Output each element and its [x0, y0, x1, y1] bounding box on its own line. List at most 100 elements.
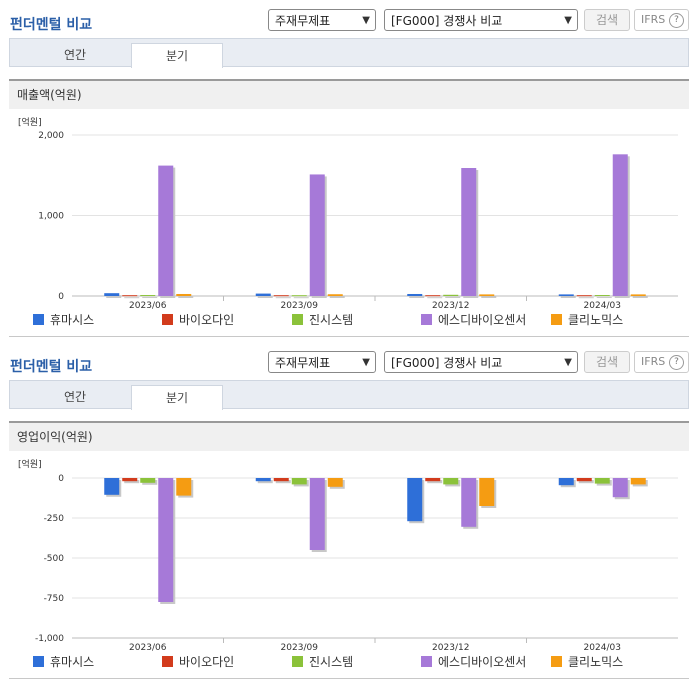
- y-tick-label: -500: [44, 554, 65, 564]
- divider: [9, 336, 689, 337]
- ifrs-button[interactable]: IFRS ?: [634, 351, 689, 373]
- bar-shadow: [578, 480, 594, 484]
- legend-item[interactable]: 클리노믹스: [551, 655, 623, 671]
- bar[interactable]: [479, 294, 495, 296]
- bar-shadow: [481, 296, 497, 298]
- unit-label: [억원]: [18, 116, 42, 128]
- legend-item[interactable]: 진시스템: [292, 313, 353, 329]
- bar[interactable]: [122, 478, 138, 482]
- bar[interactable]: [612, 154, 628, 296]
- bar-shadow: [178, 295, 194, 298]
- bar[interactable]: [630, 478, 646, 485]
- bar[interactable]: [158, 478, 174, 602]
- bar[interactable]: [158, 165, 174, 296]
- bar[interactable]: [479, 478, 495, 506]
- bar[interactable]: [255, 293, 271, 296]
- legend-item[interactable]: 휴마시스: [33, 655, 94, 671]
- bar-shadow: [560, 296, 576, 298]
- bar[interactable]: [140, 295, 156, 297]
- chevron-down-icon: ▼: [362, 357, 370, 368]
- bar[interactable]: [630, 294, 646, 296]
- bar[interactable]: [309, 478, 325, 550]
- bar[interactable]: [576, 478, 592, 482]
- bar[interactable]: [309, 174, 325, 296]
- bar[interactable]: [443, 294, 459, 296]
- period-tabs: 연간 분기: [9, 380, 689, 410]
- help-icon[interactable]: ?: [669, 355, 684, 370]
- y-tick-label: 0: [58, 292, 64, 302]
- bar[interactable]: [291, 295, 307, 297]
- search-button[interactable]: 검색: [584, 351, 630, 373]
- legend-swatch: [292, 314, 303, 325]
- bar[interactable]: [425, 478, 441, 482]
- legend-swatch: [292, 656, 303, 667]
- bar[interactable]: [594, 295, 610, 297]
- bar[interactable]: [291, 478, 307, 485]
- y-tick-label: -250: [44, 514, 65, 524]
- legend-item[interactable]: 진시스템: [292, 655, 353, 671]
- bar[interactable]: [255, 478, 271, 482]
- legend: 휴마시스 바이오다인 진시스템 에스디바이오센서 클리노믹스: [0, 655, 696, 671]
- statement-select[interactable]: 주재무제표 ▼: [268, 9, 376, 31]
- y-tick-label: 1,000: [38, 212, 64, 222]
- x-tick-label: 2023/12: [432, 301, 469, 310]
- bar[interactable]: [273, 295, 289, 297]
- bar[interactable]: [612, 478, 628, 498]
- statement-select[interactable]: 주재무제표 ▼: [268, 351, 376, 373]
- bar[interactable]: [176, 478, 192, 496]
- section-title: 영업이익(억원): [9, 421, 689, 451]
- bar[interactable]: [407, 293, 423, 296]
- legend-swatch: [421, 656, 432, 667]
- bar-shadow: [596, 297, 612, 299]
- legend-item[interactable]: 에스디바이오센서: [421, 313, 526, 329]
- bar[interactable]: [176, 293, 192, 296]
- statement-select-value: 주재무제표: [275, 356, 331, 370]
- bar[interactable]: [594, 478, 610, 484]
- bar[interactable]: [407, 478, 423, 522]
- statement-select-value: 주재무제표: [275, 14, 331, 28]
- period-tabs: 연간 분기: [9, 38, 689, 68]
- bar[interactable]: [273, 478, 289, 482]
- legend-item[interactable]: 클리노믹스: [551, 313, 623, 329]
- bar-shadow: [257, 295, 273, 298]
- legend-swatch: [551, 656, 562, 667]
- bar-shadow: [329, 296, 345, 298]
- legend-item[interactable]: 바이오다인: [162, 313, 234, 329]
- bar[interactable]: [327, 294, 343, 296]
- bar[interactable]: [576, 295, 592, 297]
- ifrs-button[interactable]: IFRS ?: [634, 9, 689, 31]
- bar-shadow: [445, 296, 461, 298]
- bar[interactable]: [104, 293, 120, 296]
- legend-swatch: [162, 314, 173, 325]
- bar-shadow: [427, 297, 443, 299]
- bar-shadow: [427, 480, 443, 484]
- legend-item[interactable]: 휴마시스: [33, 313, 94, 329]
- bar[interactable]: [140, 478, 156, 483]
- help-icon[interactable]: ?: [669, 13, 684, 28]
- search-button[interactable]: 검색: [584, 9, 630, 31]
- bar[interactable]: [461, 478, 477, 527]
- bar[interactable]: [443, 478, 459, 485]
- tab-annual[interactable]: 연간: [63, 48, 87, 62]
- divider: [9, 678, 689, 679]
- legend-label: 클리노믹스: [568, 655, 624, 669]
- panel-title: 펀더멘털 비교: [10, 359, 93, 375]
- bar[interactable]: [122, 295, 138, 297]
- legend-item[interactable]: 에스디바이오센서: [421, 655, 526, 671]
- tab-quarterly[interactable]: 분기: [131, 43, 223, 68]
- x-tick-label: 2023/06: [129, 643, 167, 652]
- tab-annual[interactable]: 연간: [63, 390, 87, 404]
- bar[interactable]: [327, 478, 343, 487]
- revenue-chart: [억원] 0 1,000 2,000 2023/06 2023/09 2023/12 202…: [18, 116, 678, 310]
- bar[interactable]: [558, 478, 574, 486]
- competitor-select[interactable]: [FG000] 경쟁사 비교 ▼: [384, 9, 578, 31]
- bar[interactable]: [558, 294, 574, 296]
- competitor-select[interactable]: [FG000] 경쟁사 비교 ▼: [384, 351, 578, 373]
- bar[interactable]: [425, 295, 441, 297]
- legend-item[interactable]: 바이오다인: [162, 655, 234, 671]
- legend-swatch: [162, 656, 173, 667]
- bar[interactable]: [461, 168, 477, 296]
- tab-quarterly[interactable]: 분기: [131, 385, 223, 410]
- bar[interactable]: [104, 478, 120, 495]
- legend-swatch: [551, 314, 562, 325]
